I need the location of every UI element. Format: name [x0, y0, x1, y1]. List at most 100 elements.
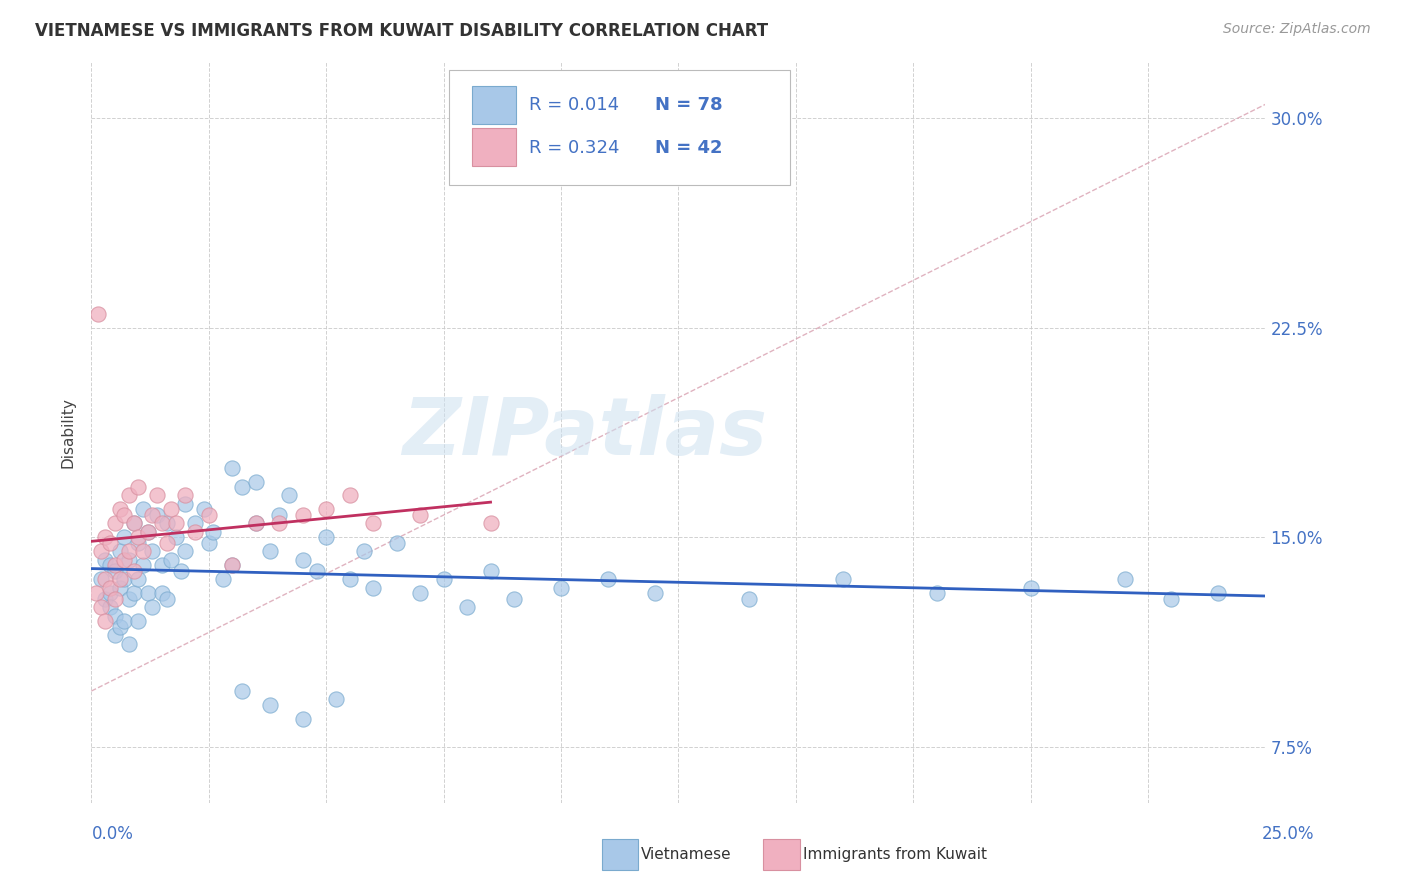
Text: 0.0%: 0.0% — [91, 825, 134, 843]
Point — [108, 502, 131, 516]
Point — [127, 536, 149, 550]
Point — [155, 591, 177, 606]
Point — [132, 544, 155, 558]
Point — [108, 581, 131, 595]
Point — [122, 516, 145, 531]
Point — [90, 600, 112, 615]
Point — [245, 516, 267, 531]
Point — [122, 586, 145, 600]
Point — [94, 530, 117, 544]
Point — [127, 530, 149, 544]
Point — [433, 572, 456, 586]
Point — [150, 558, 173, 573]
Point — [305, 564, 328, 578]
Point — [112, 553, 135, 567]
Text: R = 0.014: R = 0.014 — [529, 95, 620, 113]
Point — [118, 544, 141, 558]
Point — [479, 564, 502, 578]
Point — [361, 516, 384, 531]
Point — [98, 581, 121, 595]
Point — [644, 586, 666, 600]
Point — [127, 614, 149, 628]
Point — [98, 558, 121, 573]
Point — [155, 536, 177, 550]
Point — [112, 530, 135, 544]
Point — [596, 572, 619, 586]
Point — [183, 524, 205, 539]
Point — [197, 508, 219, 522]
Point — [221, 460, 243, 475]
Point — [118, 636, 141, 650]
Point — [550, 581, 572, 595]
Text: Immigrants from Kuwait: Immigrants from Kuwait — [803, 847, 987, 862]
Point — [136, 524, 159, 539]
Point — [165, 516, 187, 531]
Text: R = 0.324: R = 0.324 — [529, 138, 620, 157]
Point — [98, 586, 121, 600]
Point — [385, 536, 408, 550]
Point — [160, 553, 183, 567]
Text: Source: ZipAtlas.com: Source: ZipAtlas.com — [1223, 22, 1371, 37]
Point — [84, 586, 107, 600]
Point — [183, 516, 205, 531]
Point — [202, 524, 225, 539]
Point — [1160, 591, 1182, 606]
Point — [108, 544, 131, 558]
Point — [104, 558, 127, 573]
Point — [409, 508, 432, 522]
Point — [104, 628, 127, 642]
Point — [174, 544, 197, 558]
Point — [94, 553, 117, 567]
Point — [141, 600, 163, 615]
Point — [104, 608, 127, 623]
FancyBboxPatch shape — [450, 70, 790, 185]
Point — [112, 572, 135, 586]
Point — [132, 558, 155, 573]
Point — [174, 488, 197, 502]
Point — [277, 488, 299, 502]
Point — [118, 488, 141, 502]
Point — [409, 586, 432, 600]
Point — [456, 600, 478, 615]
Point — [738, 591, 761, 606]
Point — [269, 508, 291, 522]
Point — [141, 508, 163, 522]
FancyBboxPatch shape — [472, 128, 516, 166]
Point — [136, 586, 159, 600]
Point — [146, 508, 169, 522]
Point — [150, 586, 173, 600]
Point — [831, 572, 853, 586]
Point — [269, 516, 291, 531]
Point — [90, 572, 112, 586]
Point — [94, 614, 117, 628]
Point — [231, 480, 253, 494]
Point — [291, 553, 314, 567]
Point — [212, 572, 235, 586]
Point — [127, 572, 149, 586]
Point — [165, 530, 187, 544]
Point — [1019, 581, 1042, 595]
Point — [174, 497, 197, 511]
Point — [353, 544, 375, 558]
Point — [479, 516, 502, 531]
Point — [108, 572, 131, 586]
Point — [122, 516, 145, 531]
Point — [503, 591, 526, 606]
Point — [104, 516, 127, 531]
Text: VIETNAMESE VS IMMIGRANTS FROM KUWAIT DISABILITY CORRELATION CHART: VIETNAMESE VS IMMIGRANTS FROM KUWAIT DIS… — [35, 22, 768, 40]
Point — [98, 600, 121, 615]
Point — [87, 307, 110, 321]
Point — [160, 502, 183, 516]
Point — [108, 620, 131, 634]
Text: Vietnamese: Vietnamese — [641, 847, 731, 862]
Point — [1114, 572, 1136, 586]
Point — [90, 544, 112, 558]
Point — [193, 502, 215, 516]
Point — [291, 508, 314, 522]
Point — [259, 698, 281, 712]
Point — [361, 581, 384, 595]
Point — [155, 516, 177, 531]
Point — [315, 530, 337, 544]
Point — [136, 524, 159, 539]
Point — [245, 475, 267, 489]
